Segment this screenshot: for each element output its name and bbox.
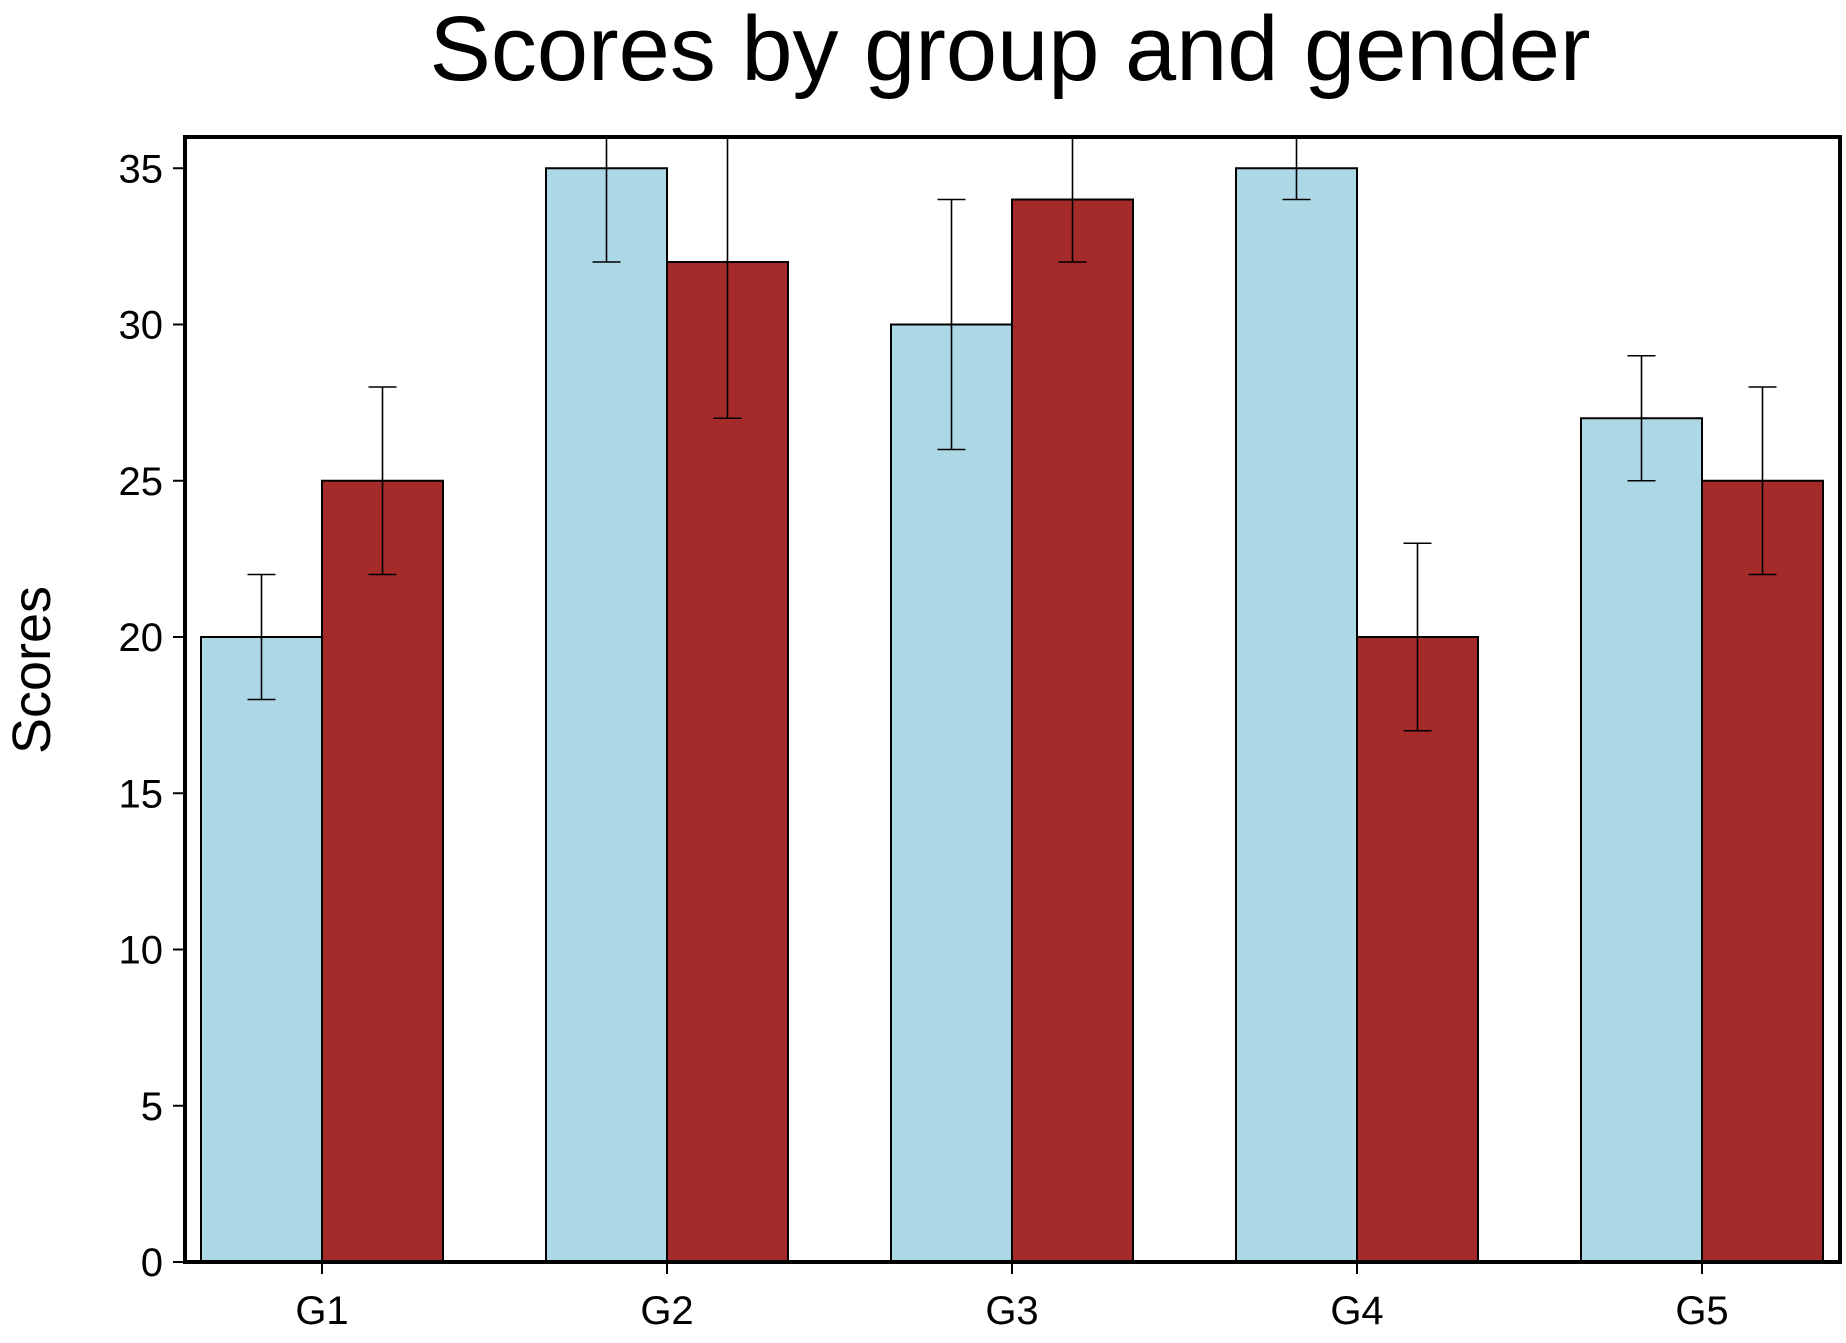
bar-G5-series-2	[1701, 479, 1824, 1263]
bar-G5-series-1	[1580, 417, 1703, 1263]
y-axis-label: Scores	[2, 586, 62, 754]
y-tick-label-15: 15	[119, 772, 164, 816]
y-tick-label-35: 35	[119, 147, 164, 191]
y-tick-label-20: 20	[119, 616, 164, 660]
x-tick-label-G3: G3	[985, 1289, 1038, 1333]
plot-frame	[183, 135, 1842, 1264]
y-tick-label-0: 0	[141, 1241, 163, 1285]
error-bars	[247, 137, 1777, 732]
bar-G3-series-2	[1011, 198, 1134, 1263]
axes: G1 G2 G3 G4 G5 0 5 10 15 20 25 30 35	[119, 147, 1729, 1333]
bar-G2-series-1	[545, 167, 668, 1263]
bar-G4-series-1	[1235, 167, 1358, 1263]
x-tick-label-G1: G1	[295, 1289, 348, 1333]
x-tick-label-G2: G2	[640, 1289, 693, 1333]
bar-G3-series-1	[890, 323, 1013, 1263]
x-tick-label-G5: G5	[1675, 1289, 1728, 1333]
bars	[200, 167, 1824, 1263]
y-tick-label-5: 5	[141, 1085, 163, 1129]
bar-G2-series-2	[666, 261, 789, 1263]
bar-G4-series-2	[1356, 636, 1479, 1263]
chart-title: Scores by group and gender	[429, 0, 1590, 100]
y-tick-label-30: 30	[119, 304, 164, 348]
bar-G1-series-2	[321, 479, 444, 1263]
bar-G1-series-1	[200, 636, 323, 1263]
x-tick-label-G4: G4	[1330, 1289, 1383, 1333]
y-tick-label-25: 25	[119, 460, 164, 504]
y-tick-label-10: 10	[119, 929, 164, 973]
